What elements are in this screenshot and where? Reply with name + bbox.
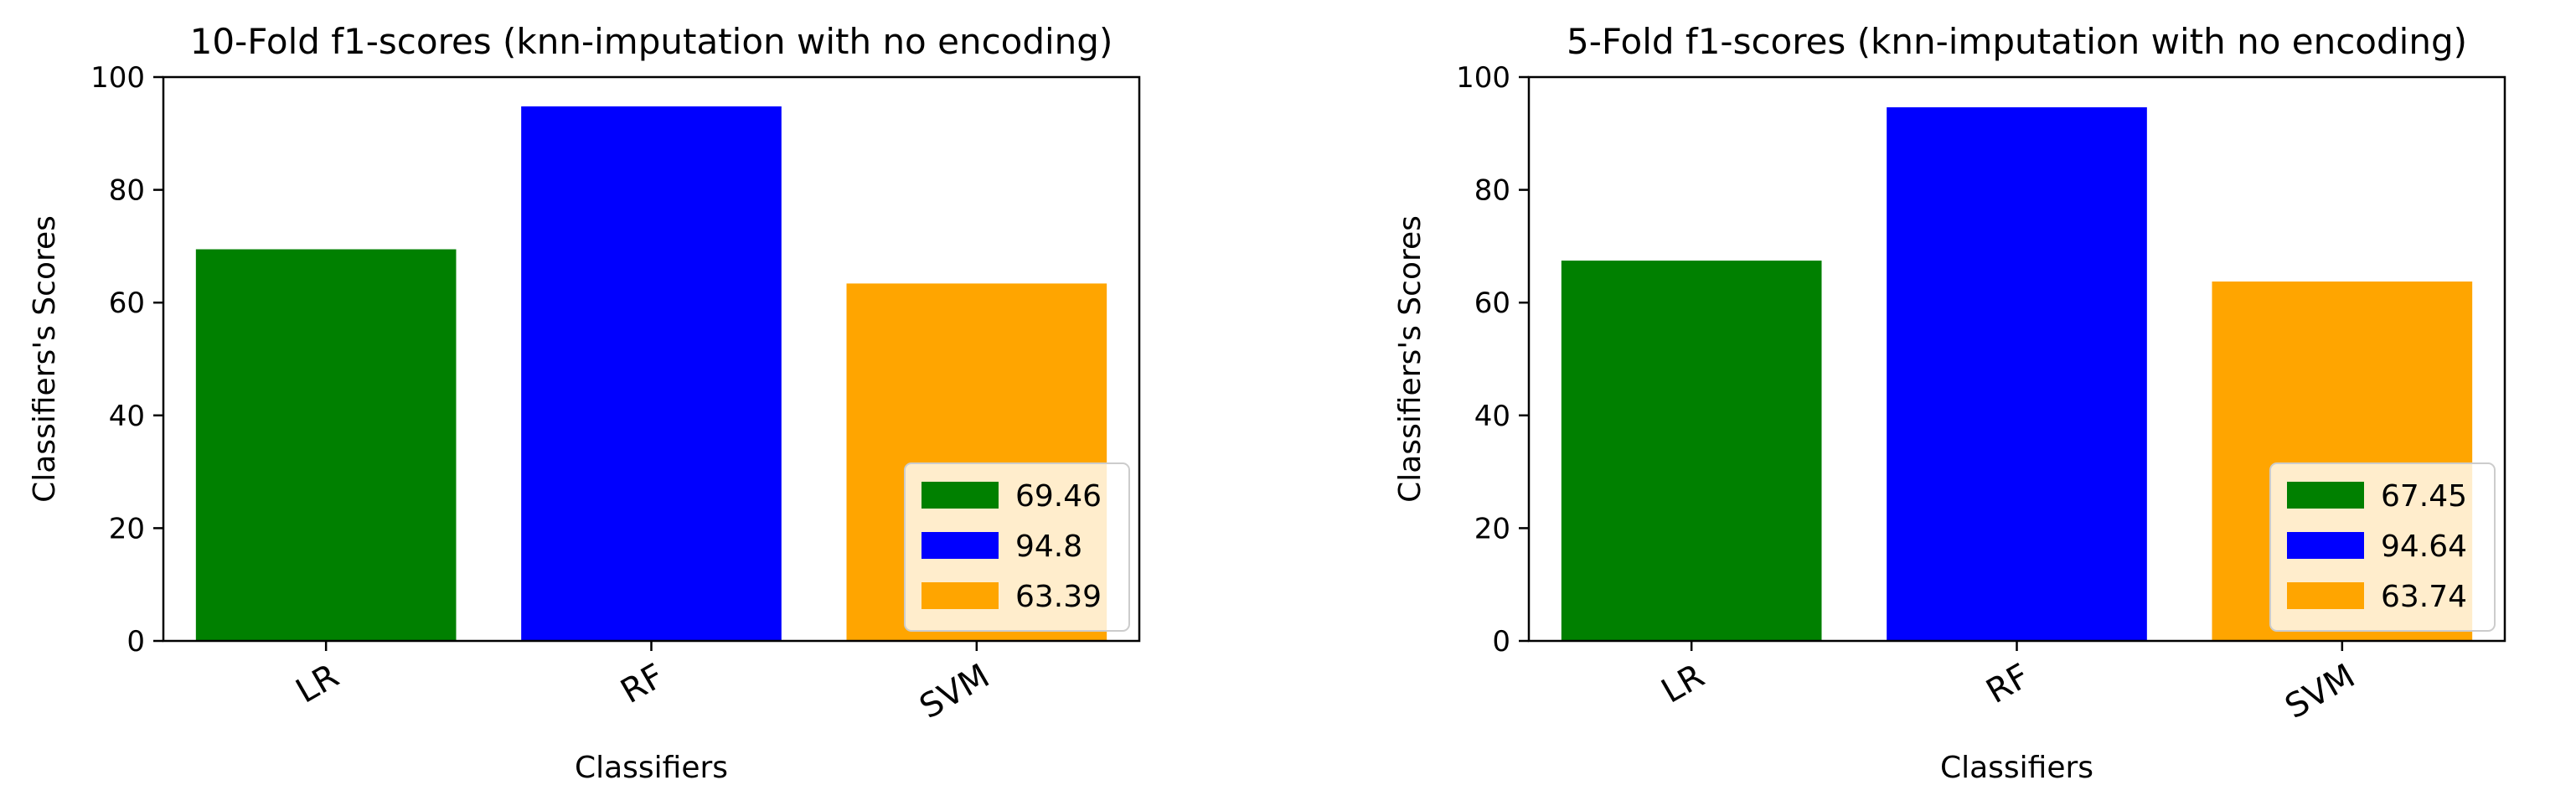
legend-entry: 63.74 bbox=[2381, 580, 2467, 614]
legend-swatch bbox=[2287, 532, 2364, 559]
legend-swatch bbox=[921, 482, 999, 509]
y-tick-label: 40 bbox=[1474, 400, 1510, 433]
y-axis-label: Classifiers's Scores bbox=[28, 215, 62, 503]
x-tick-label-svm: SVM bbox=[2279, 657, 2362, 726]
bar-lr bbox=[195, 249, 457, 641]
legend-swatch bbox=[921, 532, 999, 559]
legend-entry: 69.46 bbox=[1015, 479, 1102, 514]
chart-10-fold: 0 20 40 60 80 100 LR RF SVM 10-Fold f1-scores (kn… bbox=[28, 21, 1141, 785]
legend-swatch bbox=[2287, 482, 2364, 509]
y-tick-label: 100 bbox=[90, 61, 145, 95]
y-tick-label: 100 bbox=[1456, 61, 1510, 95]
legend-swatch bbox=[2287, 582, 2364, 609]
chart-5-fold: 0 20 40 60 80 100 LR RF SVM 5-Fold f1-scores (knn… bbox=[1393, 21, 2506, 785]
y-tick-label: 60 bbox=[109, 287, 145, 320]
y-axis-label: Classifiers's Scores bbox=[1393, 215, 1427, 503]
x-tick-label-svm: SVM bbox=[913, 657, 996, 726]
y-tick-label: 80 bbox=[1474, 174, 1510, 208]
bar-lr bbox=[1561, 261, 1822, 641]
x-tick-label-rf: RF bbox=[614, 657, 670, 711]
legend-swatch bbox=[921, 582, 999, 609]
x-tick-label-lr: LR bbox=[1655, 657, 1711, 711]
legend-entry: 94.8 bbox=[1015, 529, 1082, 564]
y-tick-label: 0 bbox=[126, 625, 145, 659]
legend-entry: 67.45 bbox=[2381, 479, 2467, 514]
x-axis-label: Classifiers bbox=[1940, 751, 2093, 785]
y-tick-label: 80 bbox=[109, 174, 145, 208]
legend: 67.45 94.64 63.74 bbox=[2269, 462, 2496, 632]
legend-entry: 63.39 bbox=[1015, 580, 1102, 614]
x-tick-label-rf: RF bbox=[1980, 657, 2036, 711]
chart-title: 5-Fold f1-scores (knn-imputation with no… bbox=[1567, 21, 2467, 62]
y-tick-label: 0 bbox=[1492, 625, 1510, 659]
legend-entry: 94.64 bbox=[2381, 529, 2467, 564]
legend: 69.46 94.8 63.39 bbox=[904, 462, 1130, 632]
y-tick-label: 20 bbox=[109, 512, 145, 545]
chart-title: 10-Fold f1-scores (knn-imputation with n… bbox=[190, 21, 1113, 62]
y-tick-label: 40 bbox=[109, 400, 145, 433]
y-tick-label: 60 bbox=[1474, 287, 1510, 320]
x-tick-label-lr: LR bbox=[290, 657, 345, 711]
x-axis-label: Classifiers bbox=[575, 751, 728, 785]
bar-rf bbox=[521, 106, 782, 642]
bar-rf bbox=[1887, 107, 2147, 641]
y-tick-label: 20 bbox=[1474, 512, 1510, 545]
